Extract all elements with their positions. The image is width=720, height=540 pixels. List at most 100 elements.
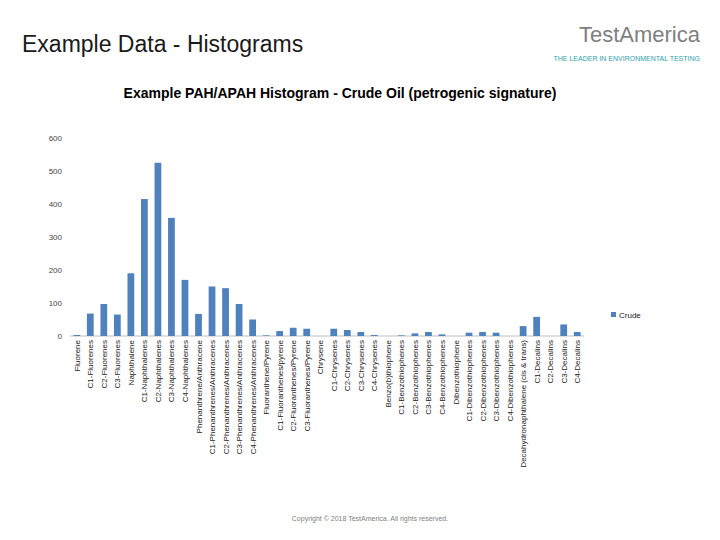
y-tick-label: 100 (49, 299, 63, 308)
y-tick-label: 600 (49, 134, 63, 143)
x-tick-label: C3-Fluorenes (113, 340, 122, 388)
tagline: THE LEADER IN ENVIRONMENTAL TESTING (553, 55, 700, 62)
bar (168, 218, 175, 336)
bar (222, 288, 229, 336)
x-tick-label: Decahydronaphthalene (cis & trans) (519, 340, 528, 468)
x-tick-label: C2-Fluoranthenes/Pyrene (289, 339, 298, 431)
bar (398, 335, 405, 336)
bar (276, 331, 283, 336)
y-tick (67, 270, 70, 271)
bar (371, 335, 378, 336)
y-tick (67, 336, 70, 337)
bar (100, 304, 107, 336)
x-tick-label: C1-Benzothiophenes (397, 340, 406, 415)
logo: TestAmerica (579, 22, 701, 47)
x-tick-label: C1-Phenanthrenes/Anthracenes (208, 340, 217, 454)
x-tick-label: C2-Chrysenes (343, 340, 352, 391)
x-tick-label: C1-Decalins (533, 340, 542, 384)
bar (574, 332, 581, 336)
bar (466, 333, 473, 336)
bar (412, 333, 419, 336)
bar (290, 328, 297, 336)
y-tick-label: 500 (49, 167, 63, 176)
x-tick-label: C2-Decalins (546, 340, 555, 384)
bar (317, 336, 324, 337)
y-tick (67, 204, 70, 205)
x-tick-label: C1-Chrysenes (330, 340, 339, 391)
legend-label: Crude (619, 311, 641, 320)
x-tick-label: C1-Fluorenes (86, 340, 95, 388)
slide: Example Data - Histograms TestAmerica THE … (0, 0, 720, 540)
bar (493, 333, 500, 336)
bar (330, 329, 337, 336)
x-tick-label: Phenanthrene/Anthracene (195, 339, 204, 433)
y-tick (67, 171, 70, 172)
x-tick-label: C1-Fluoranthenes/pyrene (276, 339, 285, 430)
bar (87, 314, 94, 336)
copyright: Copyright © 2018 TestAmerica. All rights… (292, 515, 448, 523)
canvas: Example Data - Histograms TestAmerica THE … (0, 0, 720, 540)
x-tick-label: C2-Dibenzothiophenes (479, 340, 488, 421)
bar (127, 273, 134, 336)
slide-title: Example Data - Histograms (22, 31, 303, 57)
chart-title: Example PAH/APAH Histogram - Crude Oil (… (100, 84, 580, 103)
bar (209, 287, 216, 337)
bar (303, 329, 310, 336)
legend-swatch (611, 312, 616, 317)
bar (344, 330, 351, 336)
x-tick-label: Naphthalene (127, 339, 136, 385)
bar (479, 332, 486, 336)
x-tick-label: Fluoranthene/Pyrene (262, 339, 271, 414)
y-tick-label: 400 (49, 200, 63, 209)
x-tick-label: C1-Naphthalenes (140, 340, 149, 402)
bar (452, 336, 459, 337)
x-tick-label: C2-Benzothiophenes (411, 340, 420, 415)
x-tick-label: C3-Dibenzothiophenes (492, 340, 501, 421)
x-tick-label: C1-Dibenzothiophenes (465, 340, 474, 421)
bar (533, 317, 540, 336)
x-tick-label: C2-Phenanthrenes/Anthracenes (222, 340, 231, 454)
y-tick-label: 300 (49, 233, 63, 242)
y-tick-label: 200 (49, 266, 63, 275)
bar (560, 324, 567, 336)
x-tick-label: C3-Benzothiophenes (424, 340, 433, 415)
x-tick-label: Fluorene (73, 339, 82, 371)
y-tick (67, 303, 70, 304)
bar (547, 336, 554, 337)
x-tick-label: C4-Dibenzothiophenes (506, 340, 515, 421)
x-tick-label: C2-Fluorenes (100, 340, 109, 388)
x-tick-label: C3-Phenanthrenes/Anthracenes (235, 340, 244, 454)
x-tick-label: C3-Decalins (560, 340, 569, 384)
x-tick-label: C4-Chrysenes (370, 340, 379, 391)
bar (73, 335, 80, 336)
bar (141, 199, 148, 336)
x-tick-label: C4-Naphthalenes (181, 340, 190, 402)
bar (195, 314, 202, 336)
bar (114, 315, 121, 336)
x-tick-label: C3-Fluoranthenes/Pyrene (303, 339, 312, 431)
bars (73, 163, 580, 336)
x-tick-label: C2-Naphthalenes (154, 340, 163, 402)
x-tick-label: Chrysene (316, 339, 325, 374)
bar (236, 304, 243, 336)
x-tick-label: Benzo(b)thiophene (384, 339, 393, 407)
bar (520, 326, 527, 336)
x-tick-label: Dibenzothiophene (452, 339, 461, 404)
bar (263, 335, 270, 336)
bar (249, 320, 256, 337)
bar (155, 163, 162, 336)
bar (182, 280, 189, 336)
y-tick-label: 0 (58, 332, 63, 341)
bar (439, 334, 446, 336)
x-tick-label: C4-Benzothiophenes (438, 340, 447, 415)
x-tick-label: C3-Naphthalenes (167, 340, 176, 402)
y-tick (67, 138, 70, 139)
x-tick-label: C3-Chrysenes (357, 340, 366, 391)
bar (357, 332, 364, 336)
x-tick-label: C4-Phenanthrenes/Anthracenes (249, 340, 258, 454)
y-tick (67, 237, 70, 238)
bar (506, 336, 513, 337)
bar (425, 332, 432, 336)
x-tick-label: C4-Decalins (573, 340, 582, 384)
bar (384, 336, 391, 337)
